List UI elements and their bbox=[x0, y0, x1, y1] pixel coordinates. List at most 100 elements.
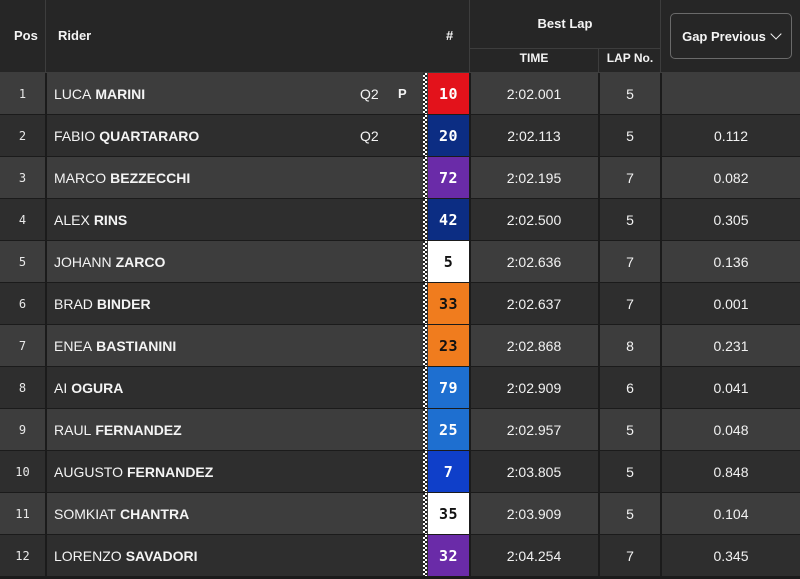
checkered-flag-strip bbox=[423, 325, 427, 366]
cell-divider bbox=[45, 199, 47, 240]
best-lap-time: 2:02.001 bbox=[506, 85, 562, 102]
rider-last-name: CHANTRA bbox=[119, 505, 190, 522]
table-row[interactable]: 3 MARCO BEZZECCHI 72 2:02.195 7 0.082 bbox=[0, 157, 800, 199]
rider-first-name: LORENZO bbox=[54, 547, 122, 564]
table-row[interactable]: 6 BRAD BINDER 33 2:02.637 7 0.001 bbox=[0, 283, 800, 325]
checkered-flag-strip bbox=[423, 367, 427, 408]
rider-name[interactable]: ENEA BASTIANINI bbox=[54, 325, 176, 366]
gap-previous: 0.104 bbox=[713, 505, 749, 522]
cell-divider bbox=[660, 157, 662, 198]
best-lap-time: 2:03.805 bbox=[506, 463, 562, 480]
rider-name[interactable]: BRAD BINDER bbox=[54, 283, 151, 324]
best-lap-number: 8 bbox=[626, 337, 634, 354]
rider-first-name: ENEA bbox=[54, 337, 93, 354]
rider-last-name: QUARTARARO bbox=[99, 127, 200, 144]
cell-divider bbox=[660, 241, 662, 282]
rider-number-badge: 20 bbox=[428, 115, 469, 156]
table-row[interactable]: 2 FABIO QUARTARARO Q2 20 2:02.113 5 0.112 bbox=[0, 115, 800, 157]
rider-first-name: LUCA bbox=[54, 85, 92, 102]
header-best-lap: Best Lap bbox=[537, 16, 593, 31]
rider-name[interactable]: MARCO BEZZECCHI bbox=[54, 157, 190, 198]
cell-divider bbox=[598, 199, 600, 240]
position-cell: 6 bbox=[18, 296, 27, 311]
rider-name[interactable]: JOHANN ZARCO bbox=[54, 241, 165, 282]
q2-tag: Q2 bbox=[360, 85, 379, 102]
cell-divider bbox=[45, 157, 47, 198]
best-lap-number: 7 bbox=[626, 547, 634, 564]
rider-name[interactable]: ALEX RINS bbox=[54, 199, 127, 240]
rider-first-name: AUGUSTO bbox=[54, 463, 123, 480]
cell-divider bbox=[598, 241, 600, 282]
gap-previous: 0.048 bbox=[713, 421, 749, 438]
position-cell: 4 bbox=[18, 212, 27, 227]
rider-first-name: MARCO bbox=[54, 169, 107, 186]
header-pos: Pos bbox=[14, 28, 38, 43]
best-lap-time: 2:03.909 bbox=[506, 505, 562, 522]
rider-name[interactable]: RAUL FERNANDEZ bbox=[54, 409, 182, 450]
table-row[interactable]: 11 SOMKIAT CHANTRA 35 2:03.909 5 0.104 bbox=[0, 493, 800, 535]
cell-divider bbox=[469, 115, 471, 156]
rider-number-badge: 25 bbox=[428, 409, 469, 450]
cell-divider bbox=[598, 451, 600, 492]
position-cell: 8 bbox=[18, 380, 27, 395]
checkered-flag-strip bbox=[423, 241, 427, 282]
cell-divider bbox=[45, 409, 47, 450]
table-row[interactable]: 4 ALEX RINS 42 2:02.500 5 0.305 bbox=[0, 199, 800, 241]
best-lap-time: 2:02.195 bbox=[506, 169, 562, 186]
table-row[interactable]: 7 ENEA BASTIANINI 23 2:02.868 8 0.231 bbox=[0, 325, 800, 367]
checkered-flag-strip bbox=[423, 535, 427, 576]
table-body: 1 LUCA MARINI Q2 P 10 2:02.001 5 2 FABIO QUARTARAR… bbox=[0, 73, 800, 577]
cell-divider bbox=[469, 535, 471, 576]
table-row[interactable]: 5 JOHANN ZARCO 5 2:02.636 7 0.136 bbox=[0, 241, 800, 283]
rider-name[interactable]: FABIO QUARTARARO bbox=[54, 115, 199, 156]
cell-divider bbox=[660, 325, 662, 366]
best-lap-time: 2:02.636 bbox=[506, 253, 562, 270]
cell-divider bbox=[598, 409, 600, 450]
best-lap-number: 7 bbox=[626, 253, 634, 270]
best-lap-number: 5 bbox=[626, 211, 634, 228]
position-cell: 7 bbox=[18, 338, 27, 353]
rider-name[interactable]: AI OGURA bbox=[54, 367, 123, 408]
cell-divider bbox=[469, 241, 471, 282]
gap-previous: 0.082 bbox=[713, 169, 749, 186]
gap-previous-label: Gap Previous bbox=[682, 28, 766, 44]
best-lap-number: 7 bbox=[626, 169, 634, 186]
rider-name[interactable]: AUGUSTO FERNANDEZ bbox=[54, 451, 213, 492]
rider-first-name: ALEX bbox=[54, 211, 90, 228]
rider-name[interactable]: LORENZO SAVADORI bbox=[54, 535, 198, 576]
cell-divider bbox=[598, 283, 600, 324]
gap-previous-dropdown[interactable]: Gap Previous bbox=[670, 13, 792, 59]
table-header: Pos Rider # Best Lap TIME LAP No. Gap Pr… bbox=[0, 0, 800, 73]
cell-divider bbox=[598, 115, 600, 156]
rider-name[interactable]: SOMKIAT CHANTRA bbox=[54, 493, 189, 534]
best-lap-time: 2:04.254 bbox=[506, 547, 562, 564]
gap-previous: 0.001 bbox=[713, 295, 749, 312]
rider-last-name: RINS bbox=[93, 211, 128, 228]
cell-divider bbox=[45, 283, 47, 324]
gap-previous: 0.848 bbox=[713, 463, 749, 480]
cell-divider bbox=[45, 535, 47, 576]
cell-divider bbox=[469, 493, 471, 534]
cell-divider bbox=[469, 157, 471, 198]
checkered-flag-strip bbox=[423, 409, 427, 450]
table-row[interactable]: 8 AI OGURA 79 2:02.909 6 0.041 bbox=[0, 367, 800, 409]
table-row[interactable]: 12 LORENZO SAVADORI 32 2:04.254 7 0.345 bbox=[0, 535, 800, 577]
gap-previous: 0.305 bbox=[713, 211, 749, 228]
cell-divider bbox=[469, 325, 471, 366]
position-cell: 10 bbox=[15, 464, 30, 479]
best-lap-time: 2:02.637 bbox=[506, 295, 562, 312]
position-cell: 3 bbox=[18, 170, 27, 185]
header-number: # bbox=[446, 28, 454, 43]
best-lap-time: 2:02.113 bbox=[507, 127, 561, 144]
divider bbox=[469, 0, 470, 72]
rider-number-badge: 33 bbox=[428, 283, 469, 324]
rider-name[interactable]: LUCA MARINI bbox=[54, 73, 145, 114]
position-cell: 2 bbox=[18, 128, 27, 143]
table-row[interactable]: 1 LUCA MARINI Q2 P 10 2:02.001 5 bbox=[0, 73, 800, 115]
gap-previous bbox=[662, 73, 800, 114]
rider-last-name: SAVADORI bbox=[125, 547, 198, 564]
best-lap-time: 2:02.909 bbox=[506, 379, 562, 396]
table-row[interactable]: 10 AUGUSTO FERNANDEZ 7 2:03.805 5 0.848 bbox=[0, 451, 800, 493]
table-row[interactable]: 9 RAUL FERNANDEZ 25 2:02.957 5 0.048 bbox=[0, 409, 800, 451]
position-cell: 12 bbox=[15, 548, 30, 563]
